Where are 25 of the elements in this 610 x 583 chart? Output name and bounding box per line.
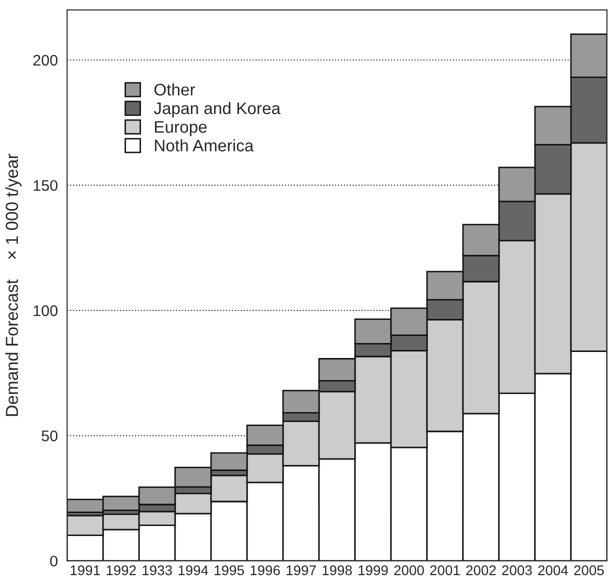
x-tick-label: 1994 [178, 565, 208, 576]
x-tick-label: 1999 [358, 565, 388, 576]
x-tick-label: 2002 [466, 565, 496, 576]
x-tick-label: 1991 [70, 565, 100, 576]
x-tick-label: 1995 [214, 565, 244, 576]
legend-label: Noth America [154, 139, 254, 152]
y-tick-label: 100 [34, 305, 58, 316]
x-tick-label: 1992 [106, 565, 136, 576]
y-axis-title: Demand Forecast × 1 000 t/year [5, 154, 22, 416]
x-tick-label: 1933 [142, 565, 172, 576]
y-tick-label: 50 [42, 430, 58, 442]
legend-label: Europe [154, 121, 207, 136]
y-tick-label: 150 [34, 180, 58, 191]
legend-label: Japan and Korea [154, 102, 281, 118]
legend-label: Other [154, 83, 196, 96]
x-tick-label: 1997 [286, 565, 316, 576]
x-tick-label: 2001 [430, 565, 460, 576]
x-tick-label: 2005 [574, 565, 604, 576]
y-tick-label: 0 [50, 556, 58, 567]
x-tick-label: 2004 [538, 565, 568, 576]
x-tick-label: 2003 [502, 565, 532, 576]
x-tick-label: 1998 [322, 565, 352, 576]
x-tick-label: 1996 [250, 565, 280, 576]
x-tick-label: 2000 [394, 565, 424, 576]
y-tick-label: 200 [33, 54, 58, 66]
